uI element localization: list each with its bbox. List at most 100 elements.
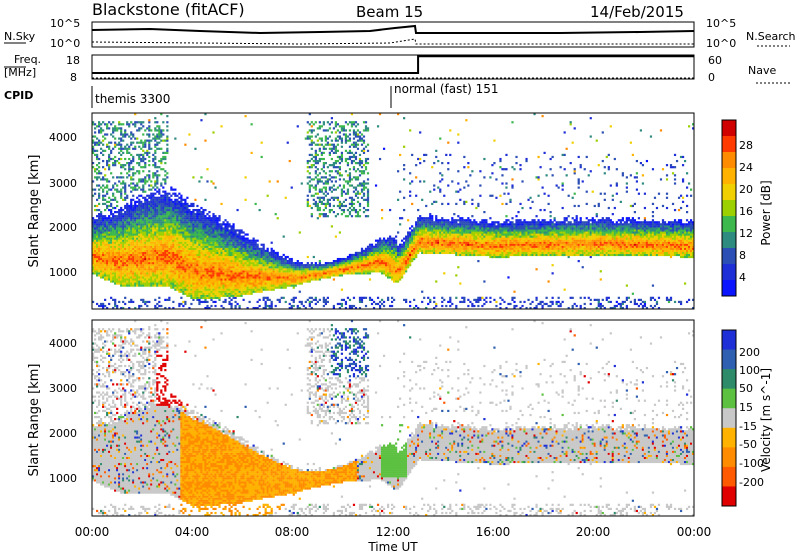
- power-pixel: [170, 270, 173, 273]
- power-pixel: [104, 208, 107, 212]
- power-pixel: [290, 278, 293, 281]
- power-pixel: [92, 233, 95, 236]
- power-pixel: [204, 249, 207, 252]
- power-pixel: [240, 237, 243, 240]
- power-pixel: [184, 223, 187, 226]
- power-pixel: [156, 211, 159, 214]
- power-pixel: [214, 243, 217, 246]
- power-pixel: [204, 298, 207, 301]
- power-pixel: [126, 245, 129, 248]
- power-pixel: [170, 264, 173, 267]
- power-pixel: [216, 268, 219, 271]
- power-pixel: [158, 270, 161, 273]
- power-pixel: [100, 266, 103, 269]
- power-pixel: [144, 225, 147, 228]
- power-pixel: [210, 239, 213, 242]
- power-pixel: [162, 219, 165, 222]
- power-pixel: [132, 274, 135, 277]
- power-pixel: [112, 223, 115, 226]
- power-pixel: [158, 300, 161, 304]
- power-pixel: [336, 170, 340, 173]
- power-pixel: [344, 306, 348, 309]
- power-pixel: [140, 225, 143, 228]
- power-pixel: [124, 247, 127, 250]
- power-pixel: [322, 300, 325, 304]
- power-pixel: [266, 194, 269, 197]
- power-pixel: [160, 217, 163, 220]
- power-pixel: [122, 135, 125, 138]
- power-pixel: [318, 266, 321, 269]
- power-pixel: [314, 155, 317, 159]
- power-pixel: [264, 270, 267, 273]
- power-pixel: [190, 274, 193, 277]
- power-pixel: [188, 237, 191, 240]
- power-pixel: [120, 306, 123, 309]
- power-pixel: [226, 247, 229, 250]
- power-pixel: [138, 231, 141, 234]
- power-pixel: [168, 274, 171, 277]
- power-pixel: [246, 247, 249, 250]
- power-pixel: [218, 292, 221, 295]
- power-pixel: [152, 278, 155, 281]
- power-pixel: [322, 151, 325, 154]
- power-pixel: [138, 129, 141, 132]
- power-pixel: [322, 304, 325, 308]
- power-pixel: [270, 276, 273, 279]
- power-pixel: [162, 270, 165, 273]
- power-pixel: [124, 182, 127, 185]
- power-pixel: [110, 251, 113, 255]
- power-pixel: [252, 282, 255, 285]
- power-pixel: [154, 166, 157, 169]
- power-pixel: [196, 245, 199, 248]
- power-pixel: [98, 304, 101, 308]
- noise-sky-label: N.Sky: [4, 30, 36, 43]
- power-pixel: [204, 139, 207, 142]
- power-pixel: [158, 229, 161, 232]
- power-pixel: [128, 264, 131, 267]
- power-pixel: [308, 266, 311, 269]
- power-pixel: [162, 198, 165, 201]
- power-pixel: [190, 253, 193, 257]
- power-pixel: [122, 235, 125, 238]
- power-pixel: [142, 284, 145, 287]
- power-pixel: [192, 202, 195, 206]
- power-pixel: [178, 243, 181, 246]
- power-pixel: [194, 223, 197, 226]
- power-pixel: [102, 260, 105, 263]
- power-pixel: [138, 270, 141, 273]
- power-pixel: [136, 251, 139, 255]
- power-pixel: [148, 202, 151, 206]
- power-pixel: [174, 270, 177, 273]
- power-pixel: [170, 233, 173, 236]
- power-pixel: [196, 274, 199, 277]
- power-pixel: [152, 231, 155, 234]
- power-pixel: [224, 229, 227, 232]
- power-pixel: [310, 164, 313, 167]
- power-pixel: [218, 245, 221, 248]
- power-pixel: [98, 219, 101, 222]
- power-pixel: [110, 247, 113, 250]
- power-pixel: [162, 178, 165, 181]
- power-pixel: [142, 213, 145, 216]
- power-pixel: [256, 257, 259, 261]
- power-pixel: [134, 233, 137, 236]
- power-pixel: [124, 278, 127, 281]
- power-pixel: [320, 202, 323, 206]
- power-pixel: [304, 280, 307, 283]
- power-pixel: [198, 245, 201, 248]
- power-pixel: [158, 159, 161, 163]
- power-pixel: [126, 237, 129, 240]
- power-pixel: [94, 233, 97, 236]
- power-pixel: [128, 204, 131, 208]
- power-pixel: [110, 217, 113, 220]
- power-pixel: [94, 235, 97, 238]
- power-pixel: [164, 196, 167, 199]
- power-pixel: [310, 306, 313, 309]
- power-pixel: [320, 188, 323, 191]
- power-pixel: [312, 255, 315, 259]
- power-pixel: [342, 272, 346, 275]
- power-pixel: [128, 239, 131, 242]
- power-pixel: [128, 135, 131, 138]
- power-pixel: [306, 262, 309, 265]
- power-pixel: [202, 284, 205, 287]
